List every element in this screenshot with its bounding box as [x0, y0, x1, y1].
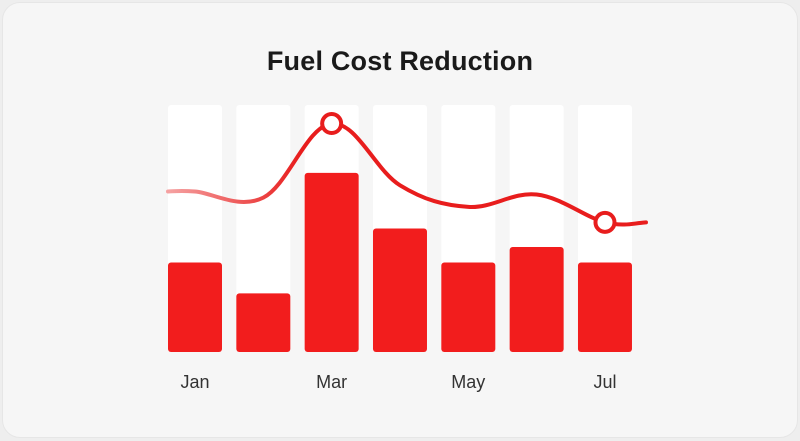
trend-markers: [320, 112, 617, 234]
trend-line: [166, 121, 648, 227]
bar-mar: [304, 172, 359, 352]
bar-track-feb: [236, 105, 291, 352]
bar-jul: [577, 262, 632, 352]
chart-title: Fuel Cost Reduction: [266, 46, 534, 76]
bar-jun: [509, 247, 564, 352]
x-tick-label-jul: Jul: [593, 372, 616, 392]
trend-line-layer: [166, 121, 648, 227]
bar-feb: [236, 293, 291, 352]
bar-may: [441, 262, 496, 352]
x-tick-label-mar: Mar: [316, 372, 347, 392]
trend-marker-mar: [320, 112, 344, 136]
x-tick-label-jan: Jan: [180, 372, 209, 392]
bar-apr: [372, 228, 427, 352]
x-tick-label-may: May: [451, 372, 485, 392]
bars: [168, 172, 632, 352]
bar-jan: [168, 262, 222, 352]
trend-marker-jul: [593, 210, 617, 234]
x-axis-labels: Jan Mar May Jul: [180, 372, 616, 392]
